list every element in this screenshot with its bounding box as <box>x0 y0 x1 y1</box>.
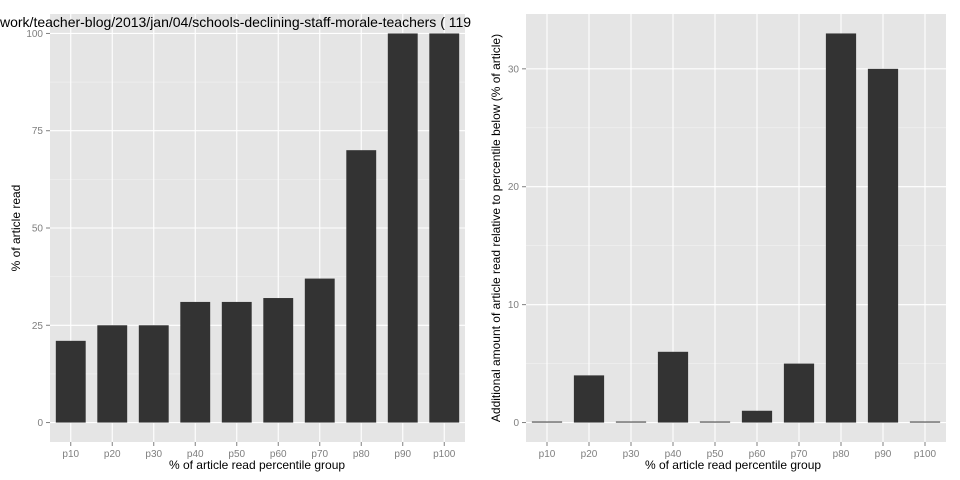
bar-p60 <box>741 410 773 423</box>
x-tick-label-p10: p10 <box>62 449 79 460</box>
bar-p60 <box>263 298 294 423</box>
bar-p50 <box>699 421 731 423</box>
x-tick-label-p40: p40 <box>665 449 682 460</box>
x-tick-label-p90: p90 <box>394 449 411 460</box>
y-axis-title-right: Additional amount of article read relati… <box>489 34 503 422</box>
x-tick-label-p30: p30 <box>145 449 162 460</box>
y-tick-label: 10 <box>508 300 520 311</box>
y-tick-label: 30 <box>508 64 520 75</box>
y-axis-title-left: % of article read <box>9 185 23 272</box>
y-tick-label: 25 <box>32 321 44 332</box>
bar-p70 <box>783 363 815 423</box>
x-tick-labels-right: p10 p20 p30 p40 p50 p60 p70 p80 p90 p100 <box>539 442 937 460</box>
x-tick-label-p100: p100 <box>433 449 456 460</box>
x-axis-title-left: % of article read percentile group <box>169 458 345 472</box>
bar-p30 <box>615 421 647 423</box>
bars-right <box>531 33 941 423</box>
bar-p80 <box>825 33 857 423</box>
bar-p30 <box>138 325 169 423</box>
y-tick-label: 20 <box>508 182 520 193</box>
x-tick-label-p80: p80 <box>353 449 370 460</box>
bar-p80 <box>346 150 377 423</box>
x-tick-label-p90: p90 <box>875 449 892 460</box>
x-tick-label-p40: p40 <box>187 449 204 460</box>
bar-p100 <box>429 33 460 423</box>
bar-p90 <box>867 68 899 423</box>
x-tick-label-p30: p30 <box>623 449 640 460</box>
x-tick-label-p20: p20 <box>104 449 121 460</box>
bar-p10 <box>55 340 86 423</box>
bar-p90 <box>387 33 418 423</box>
y-tick-label: 50 <box>32 224 44 235</box>
bars-left <box>55 33 460 423</box>
bar-p20 <box>97 325 128 423</box>
bar-p10 <box>531 421 563 423</box>
bar-p20 <box>573 375 605 423</box>
bar-p50 <box>221 301 252 423</box>
x-tick-label-p50: p50 <box>228 449 245 460</box>
y-tick-label: 75 <box>32 126 44 137</box>
x-tick-label-p60: p60 <box>749 449 766 460</box>
bar-p70 <box>304 278 335 423</box>
x-tick-label-p70: p70 <box>311 449 328 460</box>
x-tick-label-p20: p20 <box>581 449 598 460</box>
y-tick-labels-right: 0 10 20 30 <box>508 64 526 429</box>
bar-p40 <box>657 351 689 423</box>
x-axis-title-right: % of article read percentile group <box>645 458 821 472</box>
x-tick-label-p50: p50 <box>707 449 724 460</box>
x-tick-label-p10: p10 <box>539 449 556 460</box>
x-tick-label-p80: p80 <box>833 449 850 460</box>
bar-p100 <box>909 421 941 423</box>
y-tick-label: 0 <box>513 418 519 429</box>
y-tick-labels-left: 0 25 50 75 100 <box>26 29 50 429</box>
chart-title-left: work/teacher-blog/2013/jan/04/schools-de… <box>0 14 471 30</box>
y-tick-label: 0 <box>37 418 43 429</box>
y-tick-label: 100 <box>26 29 43 40</box>
bar-p40 <box>180 301 211 423</box>
x-tick-label-p100: p100 <box>914 449 937 460</box>
x-tick-label-p70: p70 <box>791 449 808 460</box>
x-tick-labels-left: p10 p20 p30 p40 p50 p60 p70 p80 p90 p100 <box>62 442 456 460</box>
x-tick-label-p60: p60 <box>270 449 287 460</box>
